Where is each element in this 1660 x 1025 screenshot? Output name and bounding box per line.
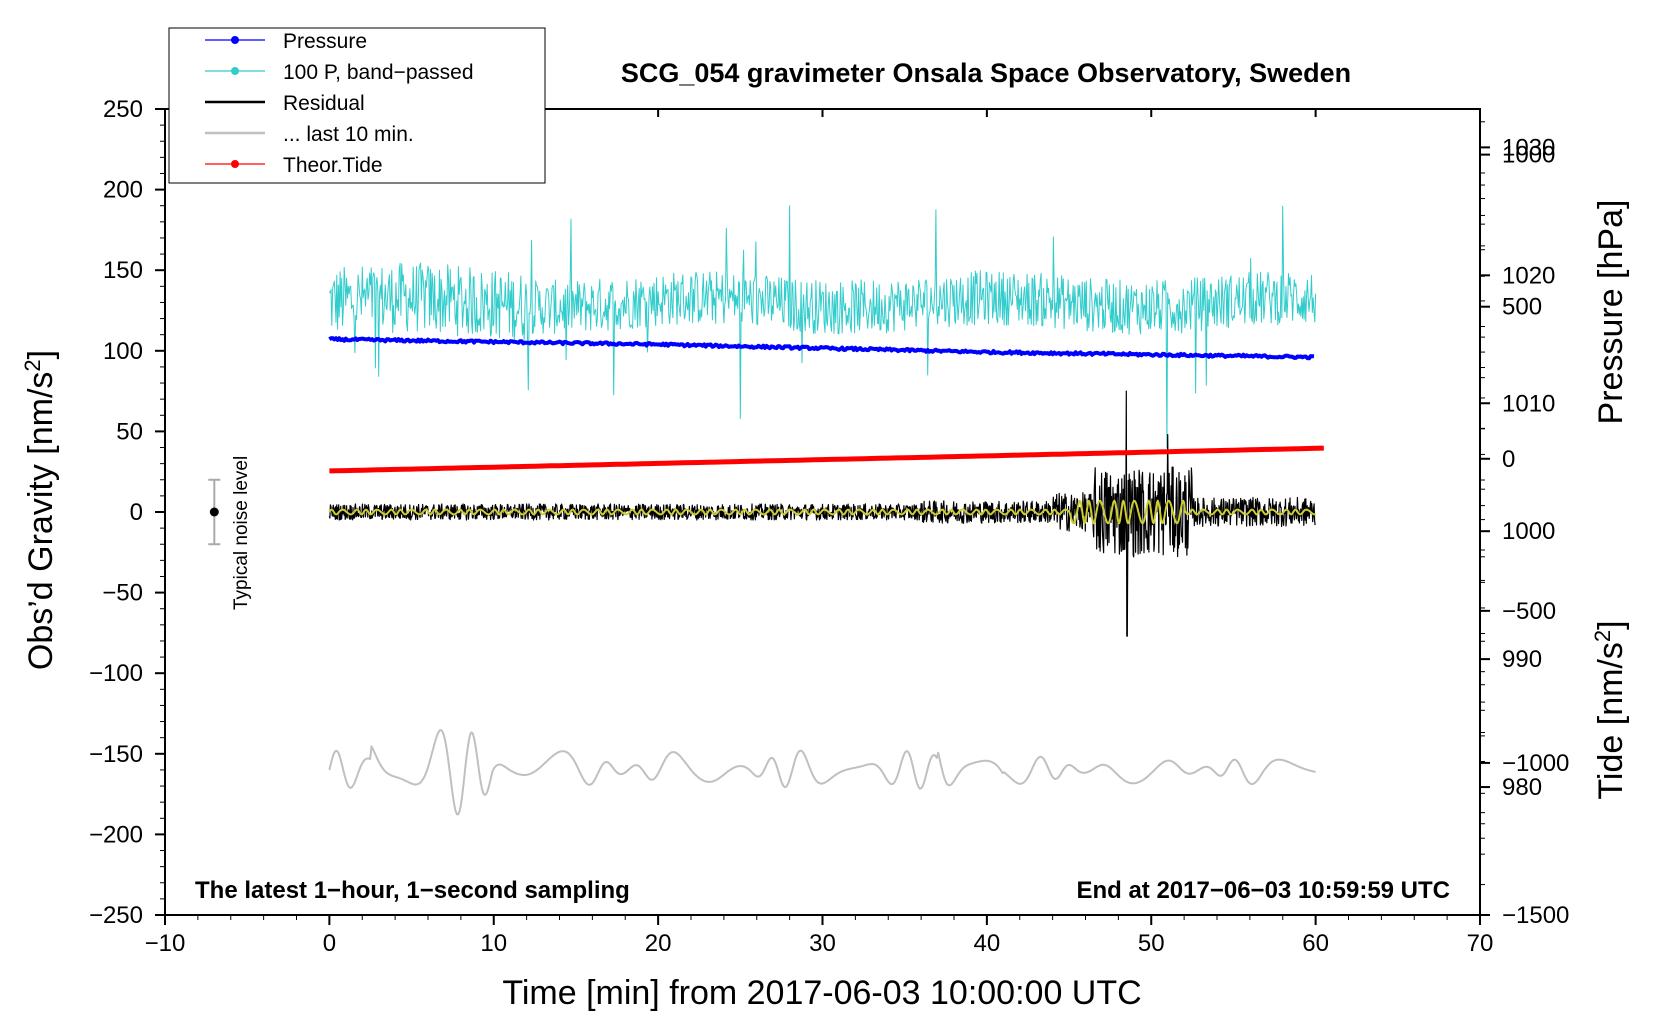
- pressure-tick-label: 980: [1502, 774, 1542, 801]
- y-axis-title: Obs’d Gravity [nm/s2]: [20, 350, 61, 670]
- series-pressure: [328, 336, 1315, 361]
- x-tick-label: 60: [1302, 930, 1329, 957]
- pressure-tick-label: 1000: [1502, 518, 1555, 545]
- noise-label: Typical noise level: [231, 456, 252, 610]
- x-tick-label: 20: [645, 930, 672, 957]
- y-tick-label: 150: [103, 257, 143, 284]
- tide-tick-label: 0: [1502, 446, 1515, 473]
- series-residual-smoothed: [328, 499, 1316, 525]
- noise-bar: [208, 478, 221, 546]
- pressure-tick-label: 990: [1502, 646, 1542, 673]
- y-tick-label: 250: [103, 96, 143, 123]
- series-band-passed-pressure: [328, 205, 1317, 448]
- y-tick-label: −50: [102, 580, 143, 607]
- x-tick-label: 50: [1138, 930, 1165, 957]
- legend-marker: [231, 36, 239, 44]
- tide-tick-label: 1000: [1502, 142, 1555, 169]
- y-tick-label: −250: [89, 902, 143, 929]
- y-tick-label: 200: [103, 177, 143, 204]
- noise-center-dot: [209, 507, 219, 517]
- legend-box: [168, 27, 546, 184]
- legend-marker: [231, 160, 239, 168]
- annotation-bottom-left: The latest 1−hour, 1−second sampling: [195, 877, 630, 904]
- tide-tick-label: −500: [1502, 598, 1556, 625]
- legend-marker: [231, 67, 239, 75]
- x-tick-label: −10: [145, 930, 186, 957]
- series-last-10-min: [328, 729, 1316, 816]
- tide-tick-label: −1500: [1502, 902, 1569, 929]
- x-tick-label: 0: [323, 930, 336, 957]
- x-tick-label: 40: [974, 930, 1001, 957]
- legend-label: Pressure: [283, 30, 367, 53]
- legend-label: Residual: [283, 92, 365, 115]
- y-axis-gravity: 250 200 150 100 50 0 −50 −100 −150 −200 −250: [89, 96, 165, 929]
- y-tick-label: 0: [130, 499, 143, 526]
- x-axis: −10 0 10 20 30 40 50 60 70: [145, 109, 1494, 957]
- y-axis-pressure: 1030 1020 1010 1000 990 980: [1480, 121, 1555, 839]
- x-tick-label: 30: [809, 930, 836, 957]
- x-tick-label: 70: [1467, 930, 1494, 957]
- y-tick-label: 50: [116, 418, 143, 445]
- series-residual: [328, 390, 1316, 637]
- x-tick-label: 10: [480, 930, 507, 957]
- legend-label: 100 P, band−passed: [283, 61, 474, 84]
- series-layer: [328, 205, 1324, 816]
- pressure-axis-title: Pressure [hPa]: [1592, 200, 1630, 425]
- y-axis-tide: 1000 500 0 −500 −1000 −1500: [1480, 142, 1569, 929]
- tide-tick-label: 500: [1502, 294, 1542, 321]
- y-tick-label: −200: [89, 821, 143, 848]
- annotation-bottom-right: End at 2017−06−03 10:59:59 UTC: [1076, 877, 1450, 904]
- series-theor-tide: [329, 445, 1324, 474]
- pressure-tick-label: 1020: [1502, 262, 1555, 289]
- legend-label: ... last 10 min.: [283, 123, 414, 146]
- y-tick-label: −150: [89, 741, 143, 768]
- chart-title: SCG_054 gravimeter Onsala Space Observat…: [621, 58, 1351, 88]
- pressure-tick-label: 1030: [1502, 134, 1555, 161]
- tide-axis-title: Tide [nm/s2]: [1590, 620, 1631, 799]
- legend: Pressure 100 P, band−passed Residual ... la…: [168, 27, 546, 184]
- pressure-tick-label: 1010: [1502, 390, 1555, 417]
- legend-label: Theor.Tide: [283, 154, 383, 177]
- y-tick-label: −100: [89, 660, 143, 687]
- tide-tick-label: −1000: [1502, 750, 1569, 777]
- x-axis-title: Time [min] from 2017-06-03 10:00:00 UTC: [502, 974, 1141, 1012]
- y-tick-label: 100: [103, 338, 143, 365]
